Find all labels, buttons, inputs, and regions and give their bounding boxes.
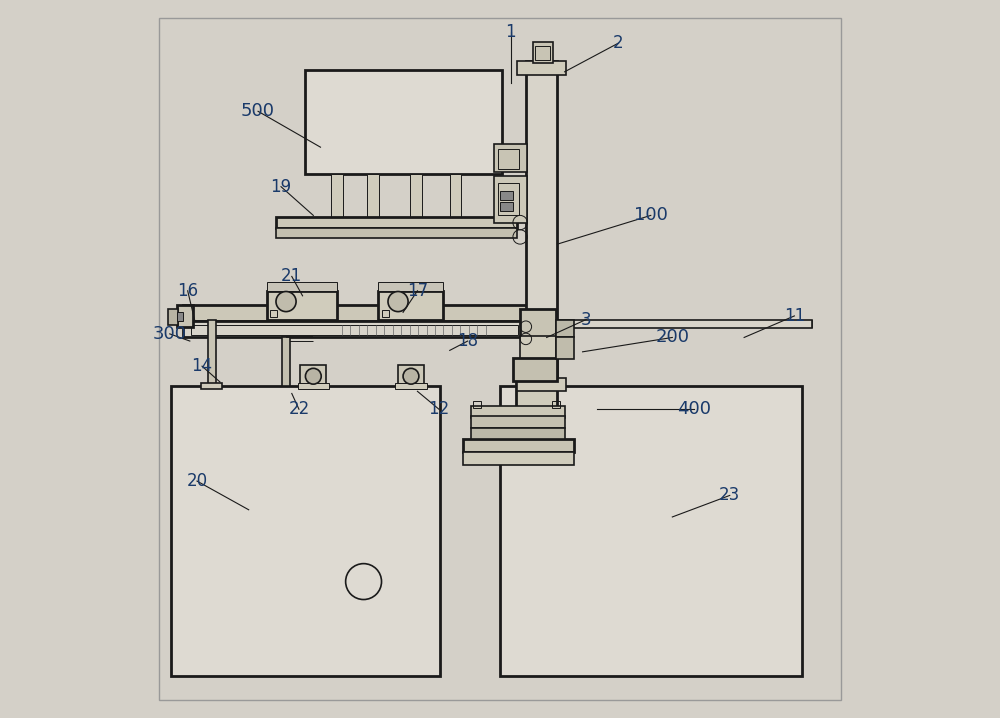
Bar [410,174,422,224]
Bar [517,61,566,75]
Text: 400: 400 [677,400,711,419]
Text: 17: 17 [407,281,428,300]
Bar [494,144,527,172]
Bar [450,174,461,224]
Bar [471,428,565,439]
Bar [498,183,519,215]
Bar [500,386,802,676]
Text: 21: 21 [281,267,302,286]
Text: 100: 100 [634,206,668,225]
Bar [177,305,193,327]
Circle shape [276,292,296,312]
Text: 19: 19 [270,177,292,196]
Bar [270,310,277,317]
Bar [535,46,550,60]
Bar [395,383,427,389]
Bar [398,365,424,386]
Bar [556,320,574,337]
Bar [526,61,557,388]
Bar [382,310,389,317]
Bar [183,321,527,337]
Bar [177,312,183,321]
Bar [471,416,565,428]
Bar [305,70,502,174]
Bar [556,337,574,359]
Bar [463,452,574,465]
Bar [498,149,519,169]
Text: 500: 500 [241,102,275,121]
Bar [201,383,222,389]
Circle shape [305,368,321,384]
Bar [463,439,574,452]
Bar [500,191,513,200]
Text: 2: 2 [613,34,624,52]
Text: 12: 12 [428,400,450,419]
Bar [208,320,216,386]
Bar [516,378,557,439]
Bar [331,174,343,224]
Bar [282,337,290,386]
Bar [168,309,178,325]
Circle shape [403,368,419,384]
Text: 16: 16 [177,281,198,300]
Text: 11: 11 [784,307,805,325]
Bar [267,282,337,291]
Bar [276,228,517,238]
Text: 3: 3 [581,310,591,329]
Bar [378,291,443,320]
Bar [276,217,517,228]
Bar [552,401,560,408]
Text: 14: 14 [191,357,213,376]
Text: 22: 22 [288,400,310,419]
Text: 20: 20 [186,472,208,490]
Bar [517,378,566,391]
Bar [267,291,337,320]
Text: 200: 200 [655,328,689,347]
Bar [520,336,556,359]
Text: 1: 1 [505,23,516,42]
Bar [471,406,565,418]
Bar [494,176,527,223]
Bar [557,320,812,328]
Bar [300,365,326,386]
Bar [378,282,443,291]
Bar [171,386,440,676]
Bar [183,305,527,321]
Text: 23: 23 [719,486,740,505]
Bar [520,309,556,337]
Bar [191,325,518,335]
Circle shape [388,292,408,312]
Bar [367,174,379,224]
Bar [500,202,513,211]
Bar [513,358,557,381]
Bar [473,401,481,408]
Bar [298,383,329,389]
Bar [533,42,553,63]
Text: 300: 300 [153,325,187,343]
Text: 18: 18 [457,332,478,350]
